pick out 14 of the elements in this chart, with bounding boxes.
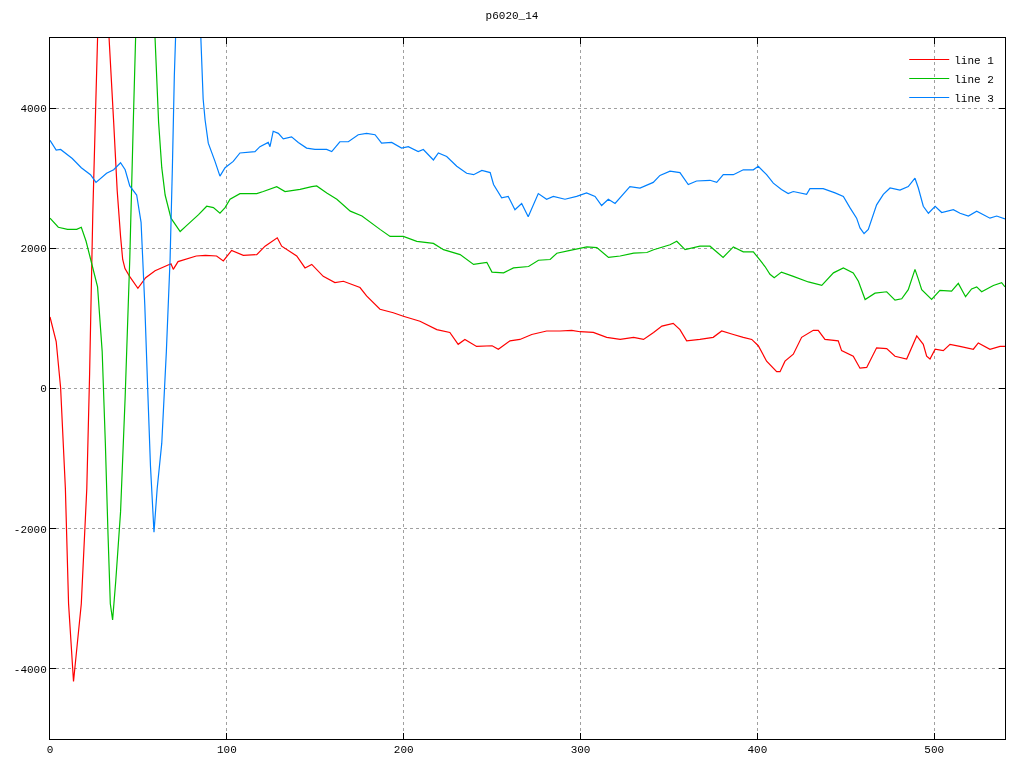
x-tick-label: 100 xyxy=(216,744,237,757)
y-tick-label: 0 xyxy=(40,383,47,396)
x-tick-label: 500 xyxy=(924,744,945,757)
x-tick-label: 200 xyxy=(393,744,414,757)
legend-label: line 1 xyxy=(954,54,995,67)
legend-label: line 2 xyxy=(954,73,994,86)
y-tick-label: 2000 xyxy=(20,243,47,256)
y-tick-label: -2000 xyxy=(13,523,47,536)
y-tick-label: -4000 xyxy=(13,663,47,676)
chart-title: p6020_14 xyxy=(485,10,539,23)
y-tick-label: 4000 xyxy=(20,102,47,115)
x-tick-label: 300 xyxy=(570,744,591,757)
x-tick-label: 400 xyxy=(747,744,768,757)
legend-label: line 3 xyxy=(954,92,994,105)
